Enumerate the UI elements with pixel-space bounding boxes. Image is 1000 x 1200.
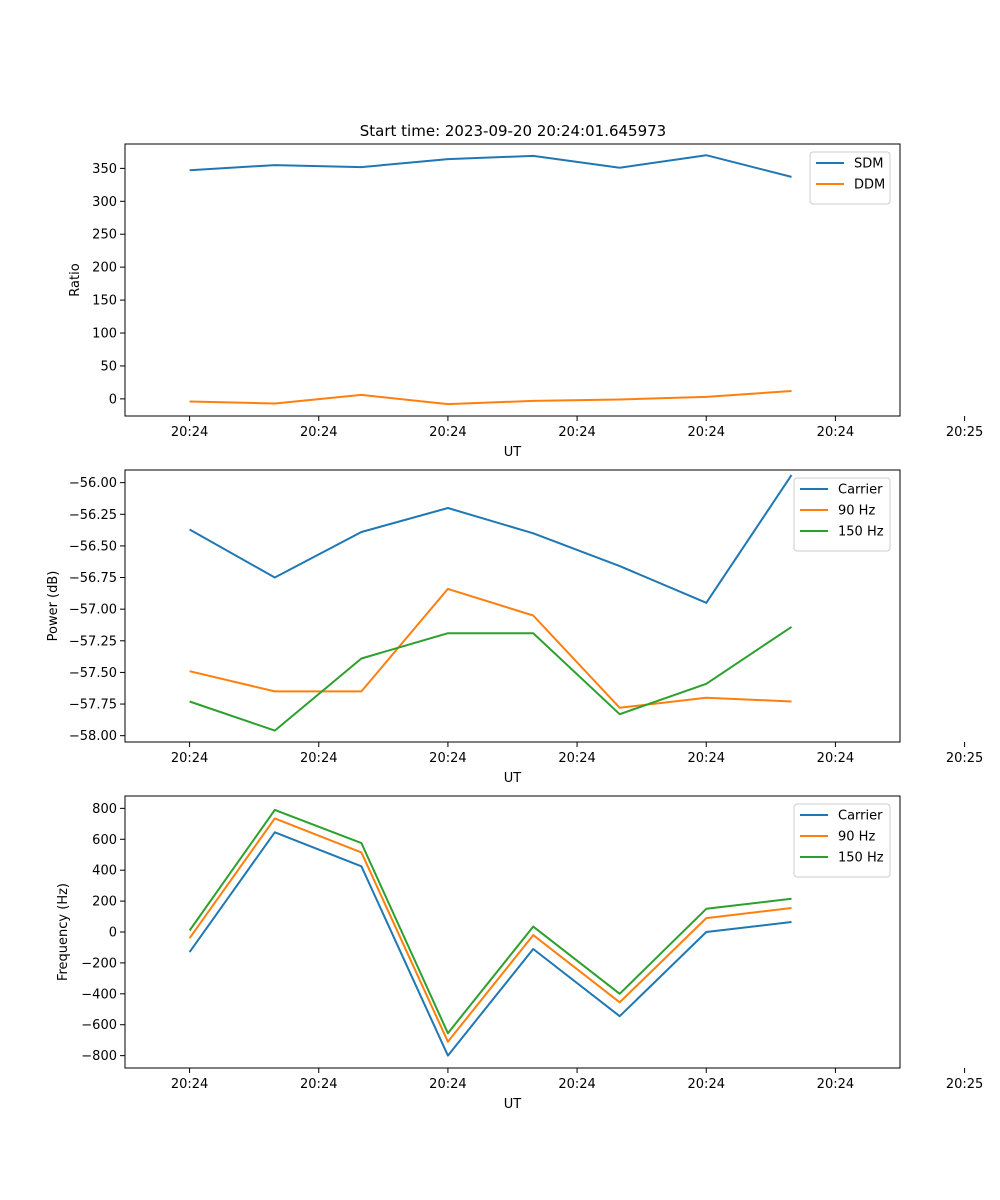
series-line-sdm [189, 154, 792, 178]
x-axis-label: UT [504, 1097, 522, 1112]
axes-frame [124, 143, 901, 417]
legend-frame [793, 477, 891, 552]
y-tick-label: 800 [92, 802, 117, 817]
legend-label: 90 Hz [838, 504, 875, 519]
y-tick-label: 300 [92, 195, 117, 210]
x-tick-label: 20:24 [558, 425, 595, 440]
x-tick-label: 20:24 [429, 751, 466, 766]
x-tick-label: 20:24 [300, 751, 337, 766]
y-axis-label: Ratio [68, 263, 83, 296]
y-axis-label: Frequency (Hz) [56, 883, 71, 981]
x-tick-label: 20:24 [817, 1077, 854, 1092]
axes-frame [124, 469, 901, 743]
y-tick-label: −57.50 [69, 666, 117, 681]
x-tick-label: 20:24 [429, 1077, 466, 1092]
x-tick-label: 20:24 [171, 425, 208, 440]
y-tick-label: 200 [92, 895, 117, 910]
y-tick-label: 0 [109, 926, 117, 941]
legend-frame [793, 803, 891, 878]
y-tick-label: −56.00 [69, 476, 117, 491]
y-axis-label: Power (dB) [46, 571, 61, 642]
x-axis-label: UT [504, 445, 522, 460]
legend-label: SDM [854, 157, 883, 172]
series-line-90-hz [189, 587, 792, 709]
legend-label: 150 Hz [838, 851, 884, 866]
legend-label: 90 Hz [838, 830, 875, 845]
series-line-150-hz [189, 626, 793, 732]
subplot-2: 20:24 20:24 20:24 20:24 20:24 20:24 20:25 −58.0… [46, 469, 983, 786]
y-tick-label: 600 [92, 833, 117, 848]
y-tick-label: −600 [81, 1018, 117, 1033]
x-tick-label: 20:24 [688, 1077, 725, 1092]
y-tick-label: −57.75 [69, 698, 117, 713]
legend: SDM DDM [809, 151, 891, 205]
y-tick-label: 200 [92, 261, 117, 276]
series-line-90-hz [188, 817, 792, 1043]
subplot-1: 20:24 20:24 20:24 20:24 20:24 20:24 20:25 0 50 10… [68, 143, 983, 460]
x-tick-label: 20:25 [946, 425, 983, 440]
series-line-carrier [189, 474, 793, 604]
legend-label: Carrier [838, 483, 883, 498]
y-tick-label: 50 [100, 359, 117, 374]
subplots: 20:24 20:24 20:24 20:24 20:24 20:24 20:25 0 50 10… [46, 143, 983, 1112]
x-tick-label: 20:24 [817, 751, 854, 766]
x-tick-label: 20:24 [688, 425, 725, 440]
y-tick-label: −56.75 [69, 571, 117, 586]
x-tick-label: 20:25 [946, 751, 983, 766]
x-tick-label: 20:24 [300, 1077, 337, 1092]
y-tick-label: 100 [92, 327, 117, 342]
x-tick-label: 20:24 [171, 1077, 208, 1092]
y-tick-label: −400 [81, 987, 117, 1002]
x-tick-label: 20:24 [558, 751, 595, 766]
y-tick-label: 350 [92, 162, 117, 177]
y-tick-label: −57.00 [69, 603, 117, 618]
y-tick-label: 400 [92, 864, 117, 879]
x-tick-label: 20:24 [817, 425, 854, 440]
legend-label: Carrier [838, 809, 883, 824]
series-line-carrier [188, 831, 792, 1057]
y-tick-label: 250 [92, 228, 117, 243]
legend-label: 150 Hz [838, 525, 884, 540]
x-tick-label: 20:24 [688, 751, 725, 766]
x-tick-label: 20:24 [429, 425, 466, 440]
legend: Carrier 90 Hz 150 Hz [793, 803, 891, 878]
legend: Carrier 90 Hz 150 Hz [793, 477, 891, 552]
y-tick-label: −58.00 [69, 729, 117, 744]
series-line-150-hz [188, 808, 792, 1035]
x-tick-label: 20:25 [946, 1077, 983, 1092]
y-tick-label: 0 [109, 392, 117, 407]
subplot-3: 20:24 20:24 20:24 20:24 20:24 20:24 20:25 −800 −… [56, 795, 983, 1112]
series-line-ddm [189, 390, 792, 406]
x-tick-label: 20:24 [300, 425, 337, 440]
figure-title: Start time: 2023-09-20 20:24:01.645973 [360, 122, 666, 140]
y-tick-label: −800 [81, 1049, 117, 1064]
y-tick-label: −56.50 [69, 539, 117, 554]
y-tick-label: 150 [92, 294, 117, 309]
x-tick-label: 20:24 [171, 751, 208, 766]
legend-label: DDM [854, 178, 885, 193]
legend-frame [809, 151, 891, 205]
y-tick-label: −200 [81, 956, 117, 971]
x-tick-label: 20:24 [558, 1077, 595, 1092]
x-axis-label: UT [504, 771, 522, 786]
y-tick-label: −57.25 [69, 634, 117, 649]
y-tick-label: −56.25 [69, 508, 117, 523]
